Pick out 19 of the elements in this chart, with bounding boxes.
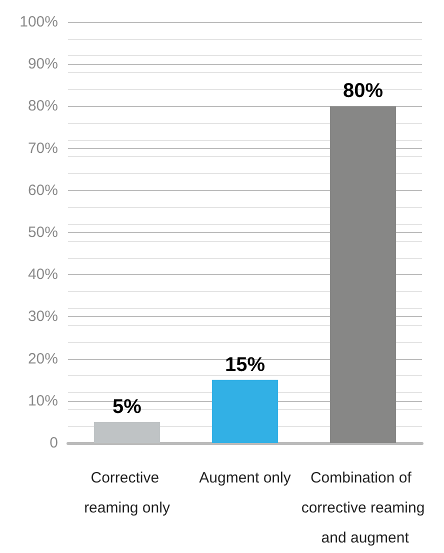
y-tick-label: 70% — [28, 140, 58, 157]
y-tick-label: 100% — [20, 14, 58, 30]
bar — [330, 106, 396, 443]
data-label: 5% — [112, 396, 142, 418]
y-tick-label: 60% — [28, 182, 58, 199]
y-tick-label: 20% — [28, 350, 58, 368]
y-tick-label: 30% — [28, 308, 58, 326]
bar — [212, 380, 278, 443]
data-label: 15% — [224, 354, 266, 376]
x-tick-label: Combination of corrective reaming and augment — [301, 470, 425, 546]
y-tick-label: 10% — [28, 392, 58, 410]
y-tick-label: 50% — [28, 224, 58, 241]
x-tick-label: Augment only — [199, 470, 292, 486]
x-tick-label: Corrective reaming only — [84, 470, 170, 516]
y-tick-label: 0 — [50, 434, 58, 452]
data-label: 80% — [342, 80, 384, 102]
y-tick-label: 80% — [28, 98, 58, 115]
y-tick-label: 90% — [28, 56, 58, 73]
y-tick-label: 40% — [28, 266, 58, 284]
